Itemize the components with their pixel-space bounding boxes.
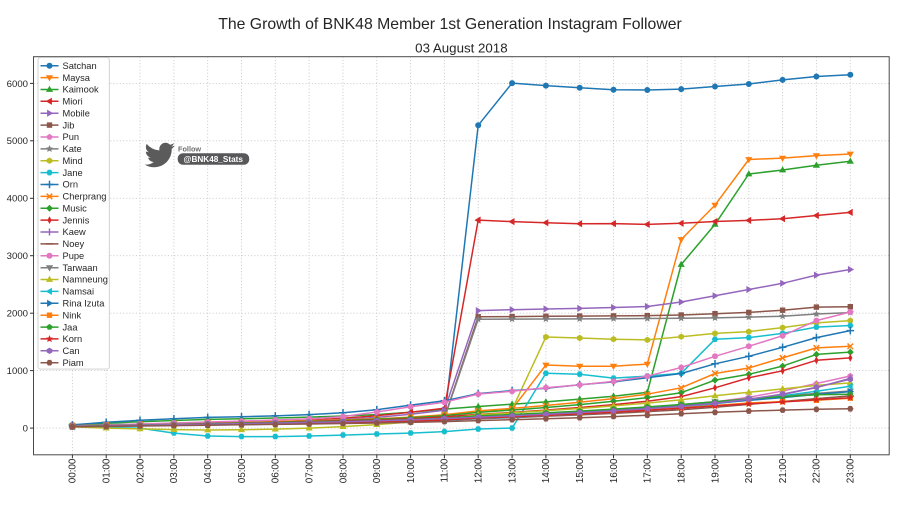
- svg-text:Can: Can: [63, 346, 80, 356]
- svg-text:Jennis: Jennis: [63, 215, 90, 225]
- svg-text:1000: 1000: [7, 366, 28, 377]
- svg-text:19:00: 19:00: [710, 458, 721, 483]
- svg-text:03 August 2018: 03 August 2018: [415, 41, 507, 56]
- svg-text:Rina Izuta: Rina Izuta: [63, 299, 106, 309]
- svg-text:5000: 5000: [7, 136, 28, 147]
- svg-text:04:00: 04:00: [203, 458, 214, 483]
- svg-text:02:00: 02:00: [135, 458, 146, 483]
- svg-text:18:00: 18:00: [677, 458, 688, 483]
- svg-text:Miori: Miori: [63, 97, 83, 107]
- svg-text:01:00: 01:00: [102, 458, 113, 483]
- svg-text:22:00: 22:00: [812, 458, 823, 483]
- svg-text:14:00: 14:00: [541, 458, 552, 483]
- svg-text:21:00: 21:00: [778, 458, 789, 483]
- svg-text:12:00: 12:00: [474, 458, 485, 483]
- svg-text:4000: 4000: [7, 194, 28, 205]
- svg-text:Jib: Jib: [63, 120, 75, 130]
- svg-text:Jane: Jane: [63, 168, 83, 178]
- svg-text:09:00: 09:00: [372, 458, 383, 483]
- svg-text:6000: 6000: [7, 79, 28, 90]
- svg-text:Pun: Pun: [63, 132, 80, 142]
- svg-text:Kaew: Kaew: [63, 227, 87, 237]
- svg-text:16:00: 16:00: [609, 458, 620, 483]
- svg-text:06:00: 06:00: [271, 458, 282, 483]
- svg-text:The Growth of BNK48 Member 1st: The Growth of BNK48 Member 1st Generatio…: [218, 16, 682, 33]
- svg-text:Noey: Noey: [63, 239, 85, 249]
- svg-text:03:00: 03:00: [169, 458, 180, 483]
- svg-text:Mobile: Mobile: [63, 108, 90, 118]
- svg-text:Kaimook: Kaimook: [63, 85, 100, 95]
- svg-text:07:00: 07:00: [304, 458, 315, 483]
- svg-text:Kate: Kate: [63, 144, 82, 154]
- svg-text:Namsai: Namsai: [63, 287, 95, 297]
- svg-text:23:00: 23:00: [846, 458, 857, 483]
- svg-text:Follow: Follow: [178, 145, 201, 154]
- svg-text:17:00: 17:00: [643, 458, 654, 483]
- svg-text:10:00: 10:00: [406, 458, 417, 483]
- svg-text:Nink: Nink: [63, 310, 82, 320]
- svg-text:00:00: 00:00: [68, 458, 79, 483]
- svg-text:Orn: Orn: [63, 180, 79, 190]
- svg-text:Jaa: Jaa: [63, 322, 79, 332]
- svg-text:05:00: 05:00: [237, 458, 248, 483]
- svg-text:Cherprang: Cherprang: [63, 192, 107, 202]
- svg-text:11:00: 11:00: [440, 458, 451, 482]
- svg-text:0: 0: [23, 424, 28, 435]
- svg-text:Piam: Piam: [63, 358, 84, 368]
- svg-text:Namneung: Namneung: [63, 275, 108, 285]
- svg-text:20:00: 20:00: [744, 458, 755, 483]
- svg-text:Korn: Korn: [63, 334, 83, 344]
- svg-text:Mind: Mind: [63, 156, 83, 166]
- svg-text:Pupe: Pupe: [63, 251, 85, 261]
- svg-text:Maysa: Maysa: [63, 73, 91, 83]
- svg-text:08:00: 08:00: [338, 458, 349, 483]
- svg-text:3000: 3000: [7, 251, 28, 262]
- svg-text:13:00: 13:00: [507, 458, 518, 483]
- svg-text:Tarwaan: Tarwaan: [63, 263, 98, 273]
- svg-text:15:00: 15:00: [575, 458, 586, 483]
- svg-text:@BNK48_Stats: @BNK48_Stats: [184, 155, 244, 164]
- svg-text:2000: 2000: [7, 309, 28, 320]
- svg-text:Music: Music: [63, 204, 88, 214]
- svg-text:Satchan: Satchan: [63, 61, 97, 71]
